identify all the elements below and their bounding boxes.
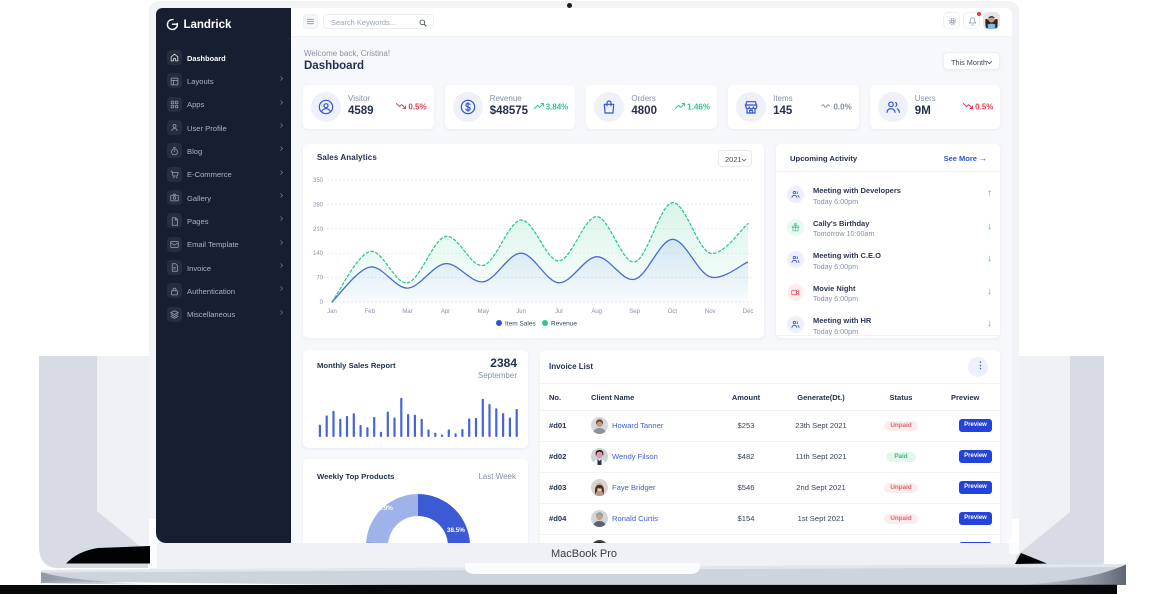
svg-text:280: 280 (313, 202, 324, 208)
svg-text:Jan: Jan (327, 309, 337, 315)
svg-text:Dec: Dec (743, 309, 754, 315)
svg-text:Aug: Aug (591, 309, 602, 315)
svg-text:Revenue: Revenue (551, 321, 577, 328)
svg-text:0: 0 (320, 300, 324, 306)
svg-text:Sep: Sep (629, 309, 640, 315)
svg-text:Feb: Feb (365, 309, 376, 315)
svg-text:140: 140 (313, 251, 324, 257)
svg-text:Apr: Apr (441, 309, 450, 315)
svg-text:350: 350 (313, 178, 324, 184)
svg-text:210: 210 (313, 227, 324, 233)
svg-text:Mar: Mar (402, 309, 412, 315)
svg-text:Oct: Oct (668, 309, 678, 315)
svg-text:70: 70 (316, 276, 323, 282)
svg-text:May: May (478, 309, 489, 315)
svg-text:Nov: Nov (705, 309, 716, 315)
svg-text:Jul: Jul (555, 309, 563, 315)
svg-text:Item Sales: Item Sales (505, 321, 536, 328)
svg-text:Jun: Jun (516, 309, 526, 315)
